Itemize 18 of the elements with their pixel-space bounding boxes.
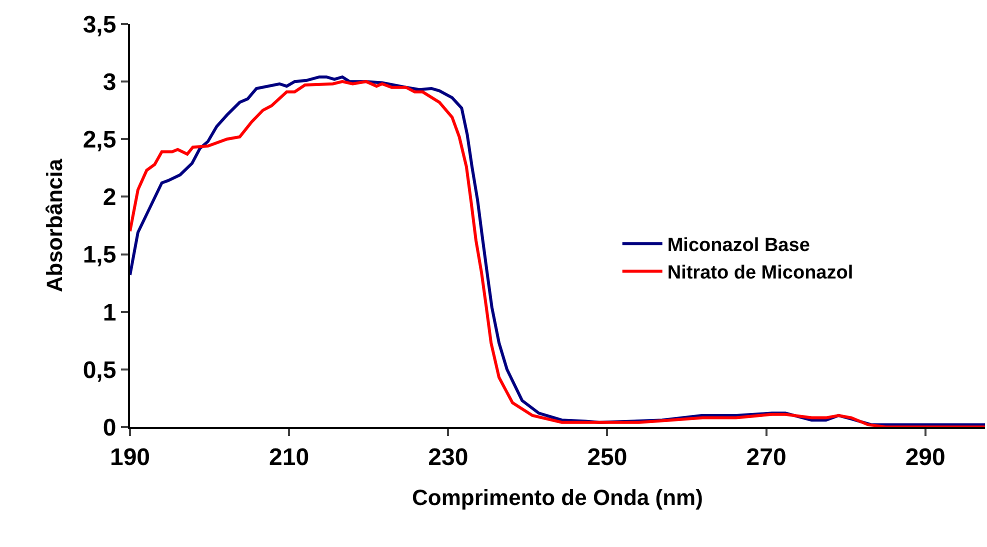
x-tick-label: 290 [905, 444, 946, 471]
x-tick-label: 190 [110, 444, 150, 471]
y-tick-label: 1,5 [82, 242, 116, 269]
x-tick-label: 210 [269, 444, 310, 471]
x-tick-label: 270 [746, 444, 786, 471]
y-tick-label: 3,5 [82, 11, 116, 38]
y-tick-label: 2,5 [82, 126, 116, 154]
y-tick-label: 0 [102, 414, 116, 442]
y-tick-label: 0,5 [82, 356, 116, 384]
x-tick-label: 230 [428, 444, 468, 471]
x-tick-label: 250 [587, 444, 628, 471]
y-axis-title: Absorbância [42, 158, 68, 292]
y-tick-label: 2 [102, 184, 116, 212]
x-axis-title: Comprimento de Onda (nm) [412, 485, 703, 510]
legend-label: Nitrato de Miconazol [667, 262, 854, 284]
y-tick-label: 1 [102, 299, 116, 326]
legend-label: Miconazol Base [667, 235, 810, 256]
y-tick-label: 3 [102, 68, 116, 96]
